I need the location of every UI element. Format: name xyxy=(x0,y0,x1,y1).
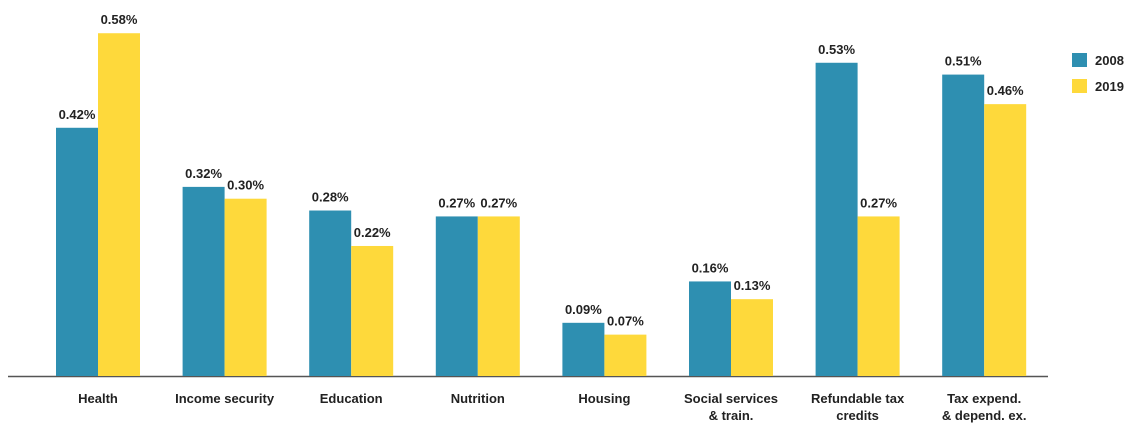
x-tick-label: Housing xyxy=(578,391,630,406)
value-label: 0.27% xyxy=(480,195,517,210)
value-label: 0.53% xyxy=(818,42,855,57)
bar xyxy=(351,245,394,376)
x-tick-label-line: Income security xyxy=(175,391,275,406)
legend-swatch xyxy=(1072,79,1087,93)
x-tick-label-line: Nutrition xyxy=(451,391,505,406)
bar xyxy=(562,322,605,376)
x-tick-label: Social services & train. xyxy=(684,391,778,423)
x-tick-label-line: credits xyxy=(836,408,879,423)
x-tick-label-line: Housing xyxy=(578,391,630,406)
value-label: 0.09% xyxy=(565,302,602,317)
x-tick-label: Education xyxy=(320,391,383,406)
value-label: 0.27% xyxy=(860,195,897,210)
bar xyxy=(224,198,267,376)
value-label: 0.07% xyxy=(607,314,644,329)
x-tick-label: Refundable tax credits xyxy=(811,391,905,423)
x-tick-label: Nutrition xyxy=(451,391,505,406)
value-label: 0.58% xyxy=(101,12,138,27)
x-tick-label-line: Social services xyxy=(684,391,778,406)
legend-label: 2008 xyxy=(1095,53,1124,68)
bar xyxy=(56,127,98,376)
bar xyxy=(477,216,520,376)
bar xyxy=(182,186,225,376)
x-tick-label-line: Education xyxy=(320,391,383,406)
legend-swatch xyxy=(1072,53,1087,67)
bar xyxy=(604,334,647,376)
bar xyxy=(731,299,773,376)
value-label: 0.30% xyxy=(227,178,264,193)
value-label: 0.42% xyxy=(59,107,96,122)
x-tick-label-line: Tax expend. xyxy=(947,391,1021,406)
x-tick-label-line: & train. xyxy=(709,408,754,423)
value-label: 0.13% xyxy=(734,278,771,293)
bar xyxy=(309,210,352,376)
value-label: 0.27% xyxy=(438,195,475,210)
legend-label: 2019 xyxy=(1095,79,1124,94)
bar xyxy=(815,62,858,377)
value-label: 0.28% xyxy=(312,190,349,205)
bar xyxy=(942,74,985,376)
bar xyxy=(98,33,140,376)
x-tick-label: Tax expend. & depend. ex. xyxy=(942,391,1027,423)
value-label: 0.22% xyxy=(354,225,391,240)
x-tick-label-line: Health xyxy=(78,391,118,406)
value-label: 0.46% xyxy=(987,83,1024,98)
x-tick-label: Health xyxy=(78,391,118,406)
bar xyxy=(435,216,478,376)
value-label: 0.16% xyxy=(692,260,729,275)
x-tick-label: Income security xyxy=(175,391,275,406)
x-tick-label-line: Refundable tax xyxy=(811,391,905,406)
bar xyxy=(689,281,731,376)
x-tick-label-line: & depend. ex. xyxy=(942,408,1027,423)
value-label: 0.32% xyxy=(185,166,222,181)
bar xyxy=(984,104,1027,376)
bar xyxy=(857,216,900,376)
value-label: 0.51% xyxy=(945,54,982,69)
